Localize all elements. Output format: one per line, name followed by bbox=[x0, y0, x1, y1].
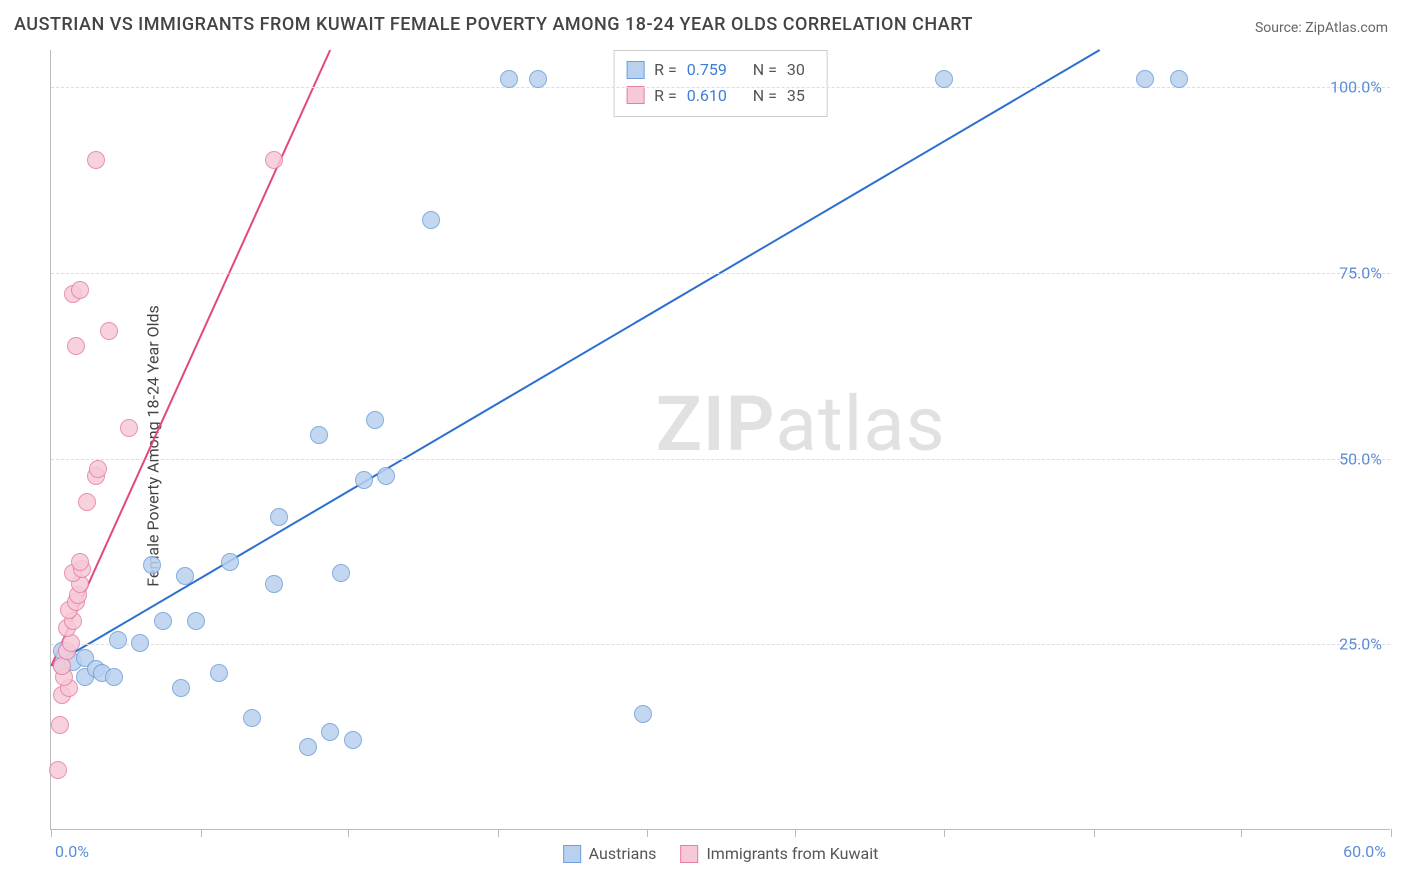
y-tick-label: 75.0% bbox=[1339, 263, 1382, 282]
data-point-austrians bbox=[143, 556, 161, 574]
y-tick-label: 50.0% bbox=[1339, 449, 1382, 468]
data-point-austrians bbox=[172, 679, 190, 697]
x-tick-start: 0.0% bbox=[55, 842, 89, 861]
data-point-austrians bbox=[310, 426, 328, 444]
n-value-austrians: 30 bbox=[787, 57, 815, 83]
swatch-austrians bbox=[563, 845, 581, 863]
data-point-austrians bbox=[344, 731, 362, 749]
y-tick-label: 25.0% bbox=[1339, 635, 1382, 654]
data-point-kuwait bbox=[265, 151, 283, 169]
data-point-austrians bbox=[299, 738, 317, 756]
data-point-austrians bbox=[210, 664, 228, 682]
data-point-austrians bbox=[935, 70, 953, 88]
data-point-austrians bbox=[105, 668, 123, 686]
watermark-rest: atlas bbox=[776, 379, 946, 469]
r-label: R = bbox=[654, 57, 677, 83]
data-point-austrians bbox=[1136, 70, 1154, 88]
legend-row-austrians: R = 0.759 N = 30 bbox=[626, 57, 815, 83]
bottom-legend: Austrians Immigrants from Kuwait bbox=[563, 844, 879, 863]
chart-title: AUSTRIAN VS IMMIGRANTS FROM KUWAIT FEMAL… bbox=[14, 14, 973, 35]
x-tick bbox=[1094, 829, 1095, 837]
grid-line bbox=[51, 644, 1390, 645]
data-point-kuwait bbox=[87, 151, 105, 169]
data-point-austrians bbox=[243, 709, 261, 727]
bottom-legend-label-kuwait: Immigrants from Kuwait bbox=[706, 844, 878, 863]
x-tick bbox=[795, 829, 796, 837]
stat-legend: R = 0.759 N = 30 R = 0.610 N = 35 bbox=[613, 50, 828, 117]
data-point-austrians bbox=[634, 705, 652, 723]
data-point-austrians bbox=[500, 70, 518, 88]
data-point-austrians bbox=[529, 70, 547, 88]
x-tick-end: 60.0% bbox=[1343, 842, 1386, 861]
data-point-austrians bbox=[187, 612, 205, 630]
data-point-austrians bbox=[270, 508, 288, 526]
bottom-legend-austrians: Austrians bbox=[563, 844, 657, 863]
data-point-kuwait bbox=[71, 553, 89, 571]
source-label: Source: ZipAtlas.com bbox=[1255, 20, 1388, 36]
y-tick-label: 100.0% bbox=[1330, 78, 1382, 97]
plot-area: ZIPatlas R = 0.759 N = 30 R = 0.610 N = … bbox=[50, 50, 1390, 830]
x-tick bbox=[348, 829, 349, 837]
data-point-kuwait bbox=[71, 281, 89, 299]
data-point-kuwait bbox=[100, 322, 118, 340]
trend-line-austrians bbox=[51, 50, 1099, 666]
bottom-legend-kuwait: Immigrants from Kuwait bbox=[680, 844, 878, 863]
bottom-legend-label-austrians: Austrians bbox=[589, 844, 657, 863]
data-point-austrians bbox=[154, 612, 172, 630]
data-point-austrians bbox=[109, 631, 127, 649]
data-point-kuwait bbox=[67, 337, 85, 355]
grid-line bbox=[51, 459, 1390, 460]
data-point-austrians bbox=[176, 567, 194, 585]
x-tick bbox=[51, 829, 52, 837]
data-point-kuwait bbox=[120, 419, 138, 437]
n-label: N = bbox=[753, 57, 777, 83]
watermark: ZIPatlas bbox=[656, 379, 946, 469]
data-point-austrians bbox=[1170, 70, 1188, 88]
x-tick bbox=[944, 829, 945, 837]
data-point-kuwait bbox=[49, 761, 67, 779]
grid-line bbox=[51, 87, 1390, 88]
data-point-austrians bbox=[377, 467, 395, 485]
data-point-kuwait bbox=[78, 493, 96, 511]
x-tick bbox=[498, 829, 499, 837]
data-point-austrians bbox=[321, 723, 339, 741]
x-tick bbox=[1241, 829, 1242, 837]
x-tick bbox=[201, 829, 202, 837]
data-point-austrians bbox=[221, 553, 239, 571]
grid-line bbox=[51, 273, 1390, 274]
data-point-kuwait bbox=[51, 716, 69, 734]
data-point-austrians bbox=[131, 634, 149, 652]
x-tick bbox=[647, 829, 648, 837]
watermark-bold: ZIP bbox=[656, 379, 776, 469]
data-point-austrians bbox=[366, 411, 384, 429]
data-point-austrians bbox=[422, 211, 440, 229]
data-point-austrians bbox=[355, 471, 373, 489]
data-point-austrians bbox=[265, 575, 283, 593]
x-tick bbox=[1391, 829, 1392, 837]
swatch-kuwait bbox=[680, 845, 698, 863]
r-value-austrians: 0.759 bbox=[687, 57, 743, 83]
swatch-kuwait bbox=[626, 86, 644, 104]
data-point-austrians bbox=[332, 564, 350, 582]
data-point-kuwait bbox=[89, 460, 107, 478]
swatch-austrians bbox=[626, 61, 644, 79]
